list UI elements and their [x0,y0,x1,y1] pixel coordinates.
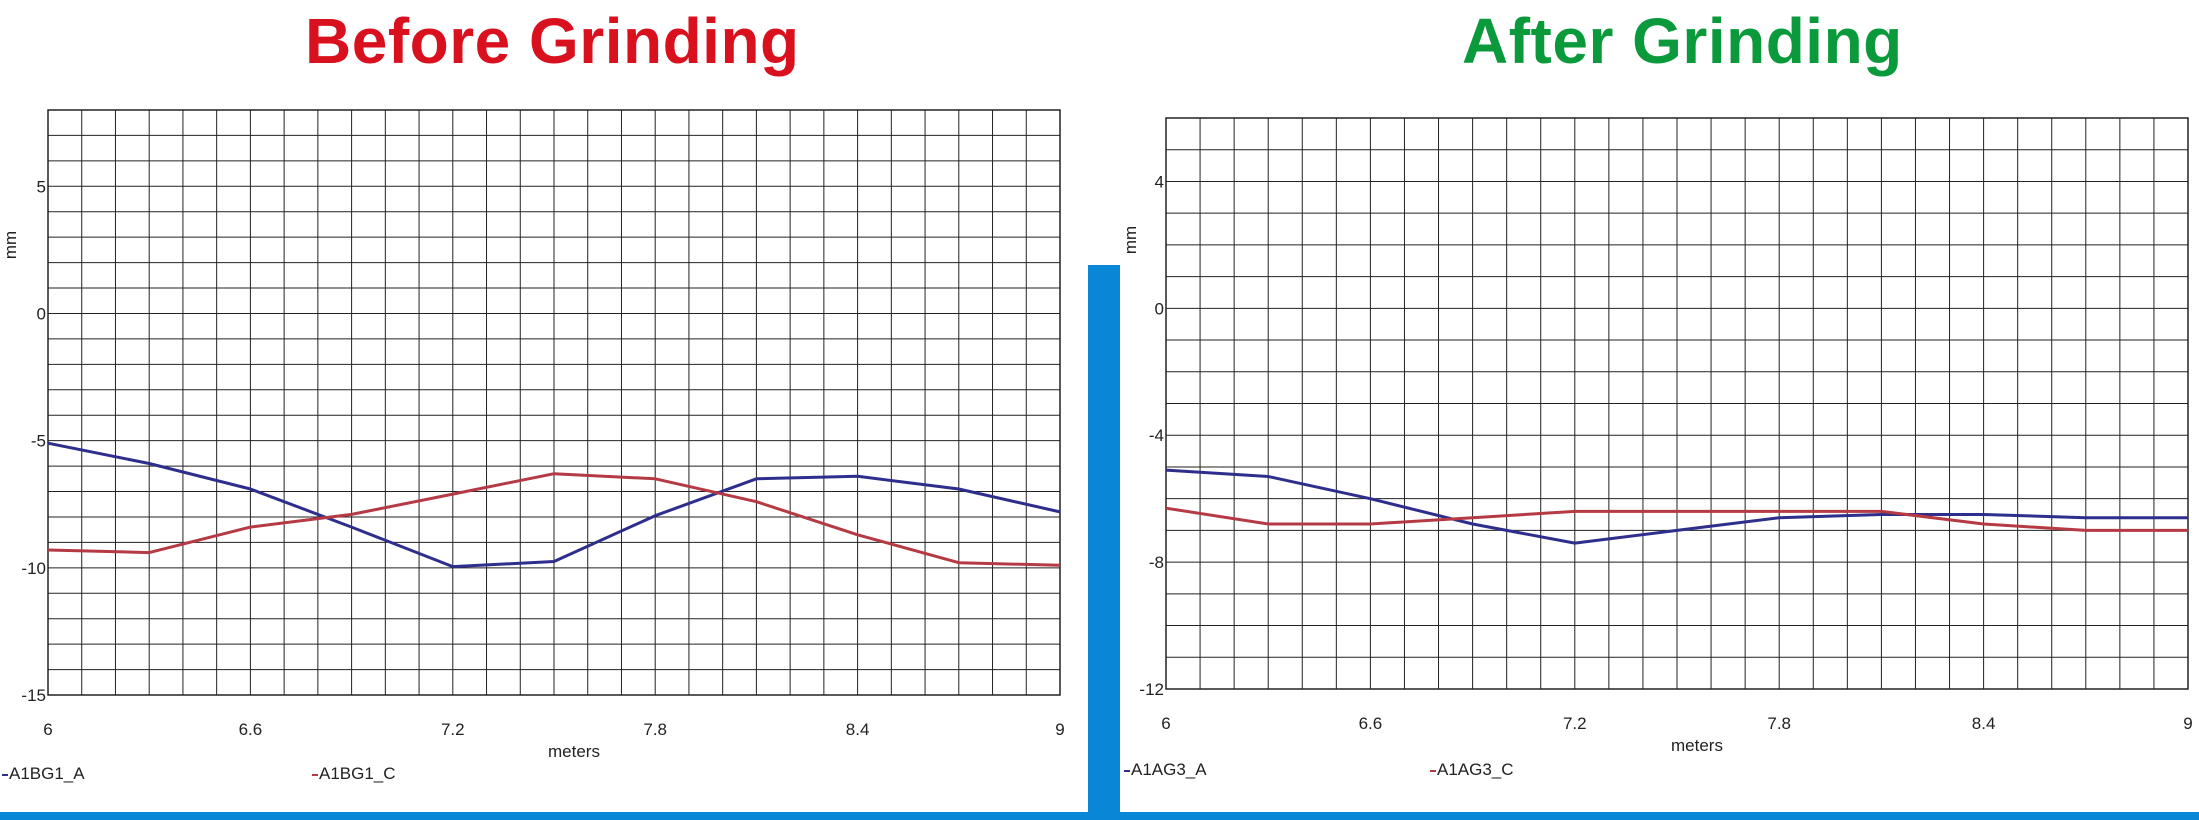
divider-bar-horizontal [0,812,2199,820]
legend-label-a1ag3-c: A1AG3_C [1437,760,1514,779]
after-xtick-label: 7.2 [1563,714,1587,733]
legend-swatch-a1bg1-c [312,773,318,776]
legend-swatch-a1ag3-c [1430,769,1436,772]
legend-label-a1bg1-a: A1BG1_A [9,764,85,783]
before-plot-frame [47,109,1061,696]
before-x-axis-label: meters [548,742,600,761]
divider-bar-vertical [1088,265,1120,820]
after-grinding-chart: 4 0 -4 -8 -12 6 6.6 7.2 7.8 8.4 9 meters mm [1121,117,2193,755]
before-xtick-label: 7.8 [643,720,667,739]
after-ytick-label: -12 [1139,680,1164,699]
before-xtick-label: 8.4 [846,720,870,739]
before-ytick-label: -15 [21,686,46,705]
legend-item-a1ag3-a: A1AG3_A [1124,760,1207,780]
legend-item-a1bg1-c: A1BG1_C [312,764,396,784]
before-series-a1bg1-c [47,472,1061,567]
legend-swatch-a1ag3-a [1124,769,1130,772]
before-ytick-label: -10 [21,559,46,578]
before-xtick-label: 6 [43,720,52,739]
after-ytick-label: -8 [1149,553,1164,572]
after-grinding-title: After Grinding [1462,5,1903,77]
after-ytick-label: 4 [1155,172,1164,191]
after-series-a1ag3-c [1165,506,2188,532]
before-series-a1bg1-a [47,441,1061,569]
legend-item-a1ag3-c: A1AG3_C [1430,760,1514,780]
before-y-axis-label: mm [1,231,20,259]
after-xtick-label: 8.4 [1972,714,1996,733]
before-grinding-title: Before Grinding [305,5,800,77]
after-xtick-label: 7.8 [1767,714,1791,733]
legend-swatch-a1bg1-a [2,773,8,776]
after-plot-frame [1165,117,2189,690]
after-xtick-label: 9 [2183,714,2192,733]
after-ytick-label: -4 [1149,426,1164,445]
before-ytick-label: -5 [31,432,46,451]
after-ytick-label: 0 [1155,299,1164,318]
before-xtick-label: 7.2 [441,720,465,739]
legend-item-a1bg1-a: A1BG1_A [2,764,85,784]
before-xtick-label: 9 [1055,720,1064,739]
after-y-axis-label: mm [1121,226,1140,254]
after-series-a1ag3-a [1165,468,2188,545]
before-ytick-label: 0 [37,304,46,323]
legend-label-a1bg1-c: A1BG1_C [319,764,396,783]
after-xtick-label: 6 [1161,714,1170,733]
after-x-axis-label: meters [1671,736,1723,755]
legend-label-a1ag3-a: A1AG3_A [1131,760,1207,779]
before-ytick-label: 5 [37,177,46,196]
before-xtick-label: 6.6 [239,720,263,739]
after-xtick-label: 6.6 [1359,714,1383,733]
before-grinding-chart: 5 0 -5 -10 -15 6 6.6 7.2 7.8 8.4 9 meters mm [1,109,1065,761]
